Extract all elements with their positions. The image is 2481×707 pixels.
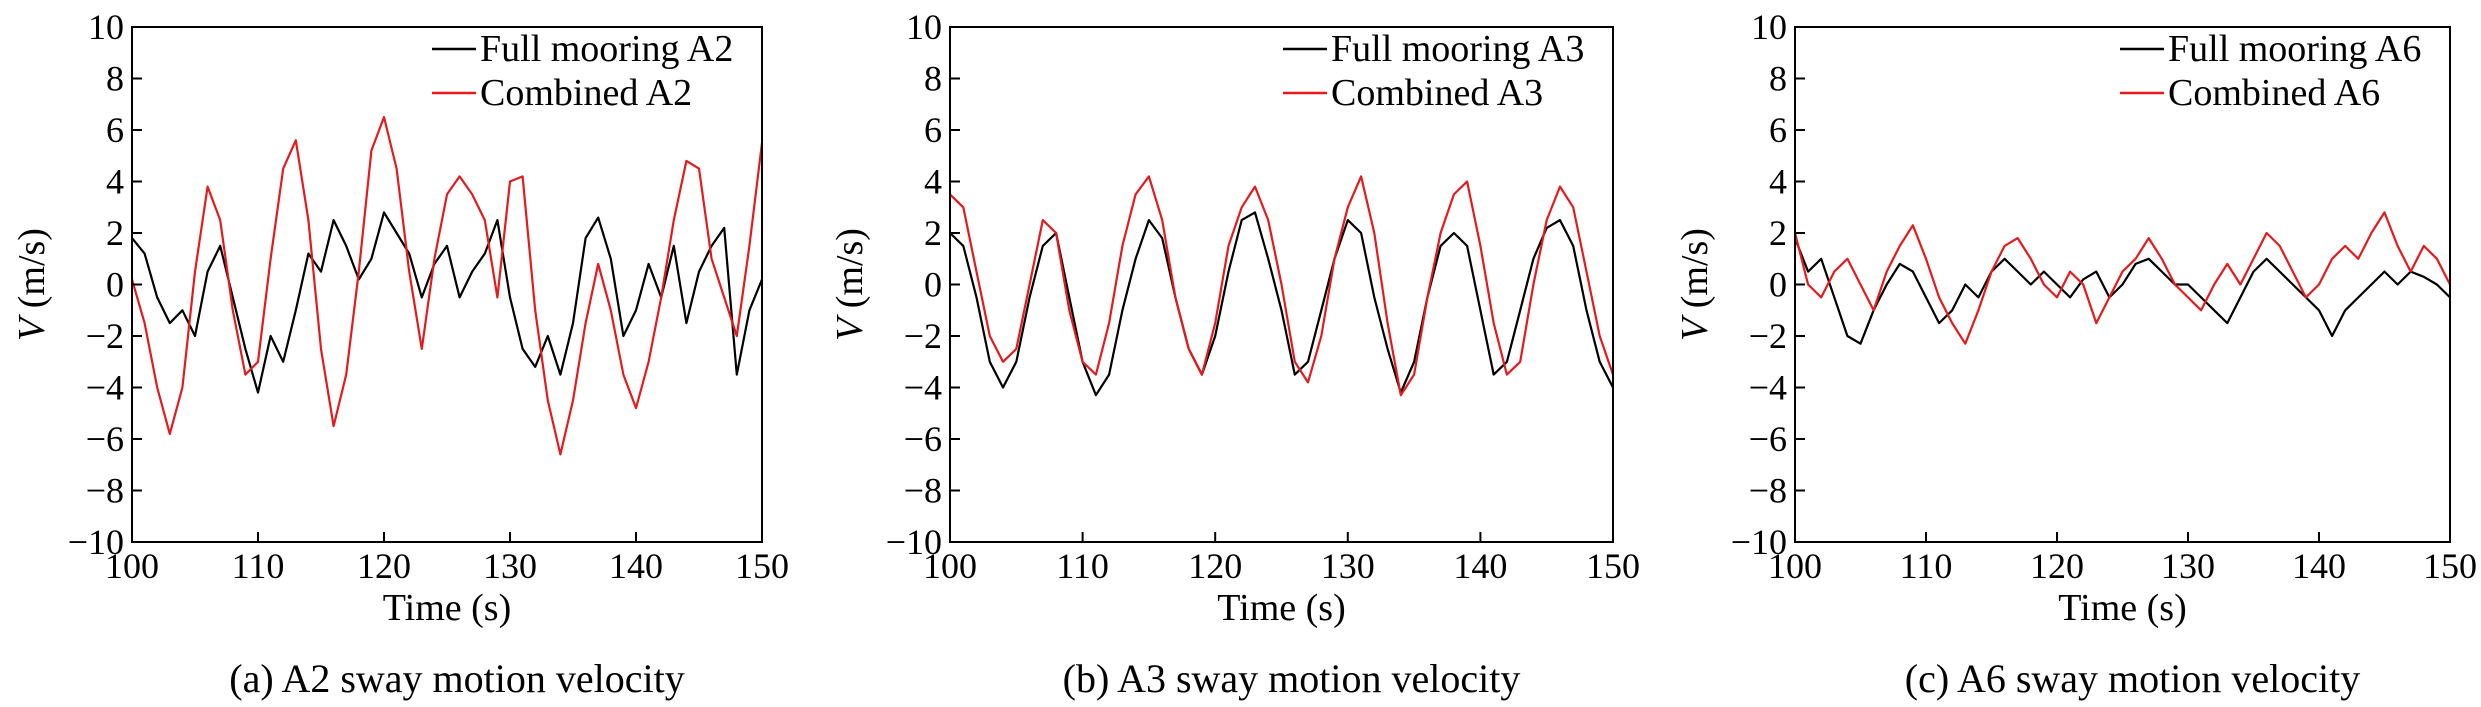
x-tick-label: 140	[1453, 546, 1507, 586]
legend-label-1: Combined A6	[2168, 72, 2380, 114]
y-tick-label: 4	[924, 162, 942, 202]
y-tick-label: 4	[1769, 162, 1787, 202]
series-line-1	[949, 175, 1615, 397]
x-tick-label: 150	[735, 546, 789, 586]
y-tick-label: 6	[106, 110, 124, 150]
y-axis-title: V (m/s)	[829, 228, 871, 341]
y-tick-label: −10	[1731, 522, 1787, 562]
legend-label-1: Combined A2	[480, 72, 692, 114]
x-axis-title: Time (s)	[2058, 587, 2186, 629]
y-tick-label: −6	[904, 419, 942, 459]
x-axis-title: Time (s)	[1217, 587, 1345, 629]
y-tick-label: 0	[1769, 265, 1787, 305]
y-tick-label: −8	[904, 471, 942, 511]
y-tick-label: 10	[1751, 7, 1787, 47]
y-tick-label: 8	[924, 59, 942, 99]
y-tick-label: 6	[1769, 110, 1787, 150]
y-tick-label: −10	[886, 522, 942, 562]
y-axis-unit: (m/s)	[829, 228, 871, 318]
y-tick-label: −4	[1749, 368, 1787, 408]
x-tick-label: 100	[1768, 546, 1822, 586]
y-tick-label: −6	[1749, 419, 1787, 459]
y-axis-unit: (m/s)	[1674, 228, 1716, 318]
x-tick-label: 150	[2423, 546, 2477, 586]
y-axis-variable: V	[829, 314, 871, 341]
y-tick-label: −8	[86, 471, 124, 511]
y-tick-label: −6	[86, 419, 124, 459]
legend-label-1: Combined A3	[1331, 72, 1543, 114]
y-tick-label: −4	[904, 368, 942, 408]
series-line-0	[131, 211, 764, 394]
y-tick-label: 0	[106, 265, 124, 305]
x-tick-label: 120	[1188, 546, 1242, 586]
y-tick-label: 8	[106, 59, 124, 99]
x-tick-label: 120	[357, 546, 411, 586]
x-tick-label: 140	[609, 546, 663, 586]
legend-label-0: Full mooring A3	[1331, 28, 1584, 70]
y-tick-label: 6	[924, 110, 942, 150]
x-tick-label: 100	[105, 546, 159, 586]
y-axis-title: V (m/s)	[11, 228, 53, 341]
y-tick-label: 2	[106, 213, 124, 253]
x-tick-label: 150	[1586, 546, 1640, 586]
panel-caption: (c) A6 sway motion velocity	[1905, 656, 2360, 701]
y-tick-label: 10	[906, 7, 942, 47]
y-tick-label: −10	[68, 522, 124, 562]
y-tick-label: 2	[1769, 213, 1787, 253]
series-line-0	[1793, 237, 2451, 345]
legend-label-0: Full mooring A2	[480, 28, 733, 70]
x-tick-label: 130	[483, 546, 537, 586]
panel-a3: 100 110 120 130 140 150 −10 −8 −6 −4 −2 0 2 4 6 8 10 Time…	[829, 7, 1640, 701]
y-tick-label: 2	[924, 213, 942, 253]
y-axis-title: V (m/s)	[1674, 228, 1716, 341]
series-line-1	[130, 115, 764, 456]
x-tick-label: 130	[1321, 546, 1375, 586]
x-tick-label: 140	[2292, 546, 2346, 586]
panel-caption: (b) A3 sway motion velocity	[1063, 656, 1521, 701]
y-tick-label: 0	[924, 265, 942, 305]
y-axis-variable: V	[11, 314, 53, 341]
x-axis-title: Time (s)	[383, 587, 511, 629]
y-tick-label: 4	[106, 162, 124, 202]
y-tick-label: 10	[88, 7, 124, 47]
y-tick-label: −4	[86, 368, 124, 408]
panel-a6: 100 110 120 130 140 150 −10 −8 −6 −4 −2 0 2 4 6 8 10 Time…	[1674, 7, 2477, 701]
y-tick-label: −2	[86, 316, 124, 356]
panel-a2: 100 110 120 130 140 150 −10 −8 −6 −4 −2 0 2 4 6 8 10 Time…	[11, 7, 789, 701]
y-tick-label: −8	[1749, 471, 1787, 511]
x-tick-label: 100	[923, 546, 977, 586]
legend-label-0: Full mooring A6	[2168, 28, 2421, 70]
y-axis-unit: (m/s)	[11, 228, 53, 318]
x-tick-label: 120	[2030, 546, 2084, 586]
y-tick-label: −2	[1749, 316, 1787, 356]
x-tick-label: 110	[1900, 546, 1953, 586]
y-tick-label: 8	[1769, 59, 1787, 99]
panel-caption: (a) A2 sway motion velocity	[229, 656, 684, 701]
y-axis-variable: V	[1674, 314, 1716, 341]
y-tick-label: −2	[904, 316, 942, 356]
x-tick-label: 110	[232, 546, 285, 586]
x-tick-label: 110	[1056, 546, 1109, 586]
series-line-1	[1793, 211, 2451, 345]
x-tick-label: 130	[2161, 546, 2215, 586]
